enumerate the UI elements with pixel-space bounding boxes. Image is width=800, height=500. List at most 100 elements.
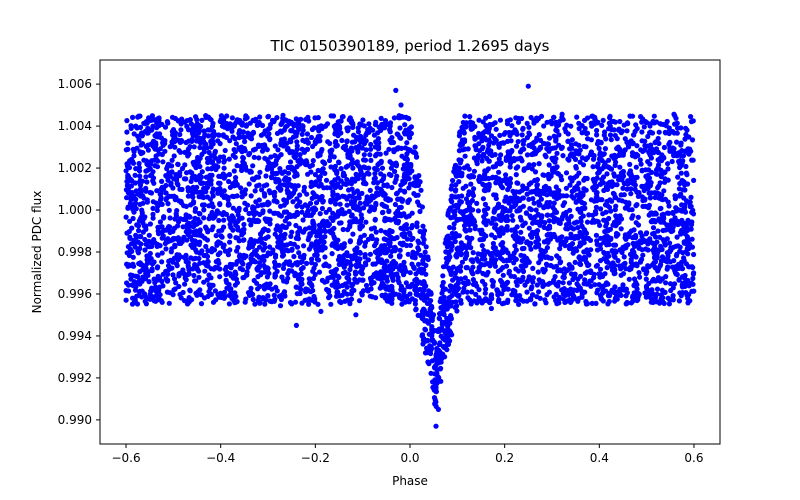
data-point	[387, 127, 393, 133]
data-point	[266, 200, 272, 206]
data-point	[250, 209, 256, 215]
data-point	[594, 238, 600, 244]
data-point	[634, 125, 640, 132]
data-point	[366, 121, 372, 127]
data-point	[243, 113, 249, 119]
data-point	[638, 161, 644, 167]
data-point	[647, 123, 653, 129]
data-point	[520, 138, 526, 144]
data-point	[439, 352, 445, 358]
data-point	[234, 182, 240, 188]
data-point	[582, 125, 588, 132]
data-point	[509, 147, 515, 154]
data-point	[245, 130, 251, 136]
data-point	[397, 254, 403, 260]
data-point	[326, 157, 333, 164]
data-point	[576, 170, 582, 176]
data-point	[218, 113, 224, 119]
data-point	[294, 143, 300, 149]
data-point	[164, 195, 170, 201]
data-point	[185, 146, 191, 152]
data-point	[691, 251, 697, 258]
data-point	[356, 298, 363, 304]
data-point	[612, 207, 618, 213]
data-point	[173, 211, 179, 217]
data-point	[569, 137, 575, 143]
data-point	[328, 274, 334, 280]
data-point	[403, 268, 409, 274]
data-point	[652, 194, 658, 201]
data-point	[230, 275, 236, 281]
data-point	[534, 148, 540, 154]
data-point	[319, 146, 325, 153]
data-point	[416, 202, 422, 208]
data-point	[457, 264, 464, 270]
data-point	[612, 284, 618, 290]
data-point	[408, 283, 414, 289]
data-point	[147, 221, 153, 227]
data-point	[350, 122, 356, 128]
data-point	[682, 272, 688, 279]
data-point	[405, 146, 411, 152]
data-point	[143, 119, 149, 125]
data-point	[205, 127, 211, 133]
data-point	[623, 266, 629, 272]
data-point	[322, 234, 328, 240]
data-point	[623, 301, 629, 307]
data-point	[197, 260, 203, 266]
data-point	[248, 285, 254, 291]
data-point	[477, 264, 483, 270]
data-point	[413, 151, 419, 157]
data-point	[224, 125, 230, 131]
data-point	[536, 242, 542, 248]
data-point	[353, 195, 359, 201]
data-point	[215, 265, 221, 271]
data-point	[131, 149, 137, 155]
data-point	[575, 206, 581, 212]
data-point	[378, 269, 384, 275]
data-point	[154, 157, 160, 163]
data-point	[308, 289, 314, 295]
data-point	[272, 274, 278, 280]
data-point	[263, 297, 269, 303]
data-point	[554, 150, 560, 156]
data-point	[150, 215, 156, 221]
data-point	[275, 154, 281, 160]
data-point	[676, 193, 683, 199]
data-point	[686, 264, 692, 270]
data-point	[461, 223, 468, 229]
data-point	[216, 260, 222, 266]
data-point	[662, 289, 668, 295]
data-point	[277, 182, 283, 188]
data-point	[236, 130, 242, 136]
data-point	[136, 165, 142, 171]
data-point	[490, 164, 496, 170]
data-point	[322, 245, 328, 251]
data-point	[616, 177, 622, 183]
data-point	[389, 135, 395, 141]
data-point	[614, 136, 620, 142]
data-point	[648, 146, 654, 152]
data-point	[373, 200, 379, 206]
data-point	[395, 211, 401, 217]
data-point	[581, 240, 587, 246]
data-point	[689, 137, 696, 143]
data-point	[254, 183, 260, 189]
data-point	[624, 128, 630, 134]
data-point	[579, 293, 585, 299]
data-point	[271, 198, 277, 204]
data-point	[163, 182, 169, 189]
data-point	[389, 288, 395, 294]
data-point	[382, 192, 388, 198]
data-point	[305, 208, 311, 214]
data-point	[159, 250, 165, 256]
data-point	[511, 255, 517, 261]
data-point	[368, 157, 374, 163]
data-point	[205, 166, 211, 172]
data-point	[247, 242, 253, 248]
data-point	[130, 254, 136, 260]
data-point	[377, 245, 384, 251]
data-point	[125, 185, 132, 191]
data-point	[373, 152, 379, 158]
data-point	[242, 200, 248, 206]
